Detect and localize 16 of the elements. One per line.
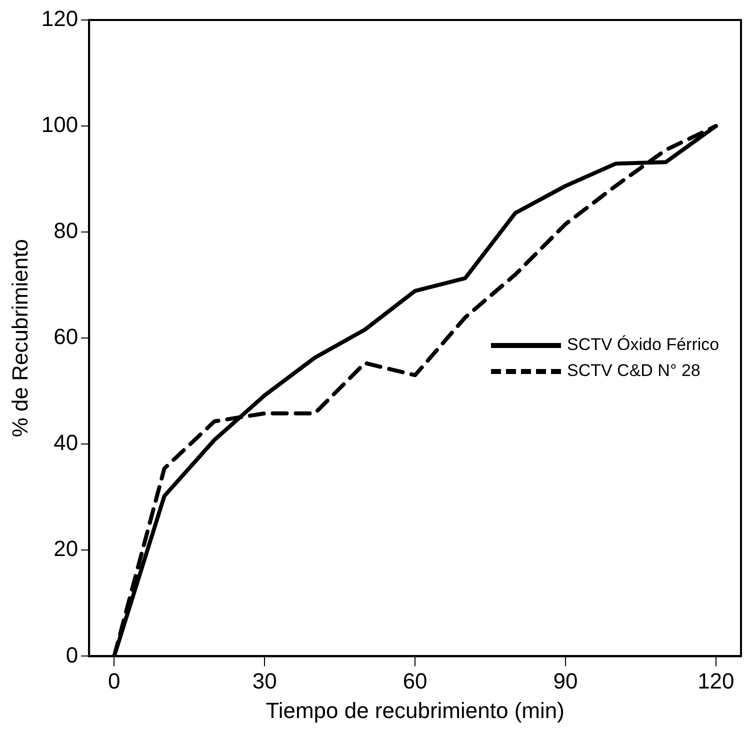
y-tick-label: 40 bbox=[54, 430, 78, 456]
y-tick-label: 20 bbox=[54, 536, 78, 562]
x-tick-label: 0 bbox=[108, 668, 120, 694]
y-axis-title: % de Recubrimiento bbox=[7, 239, 32, 438]
legend-label: SCTV C&D N° 28 bbox=[567, 361, 700, 382]
x-axis-title: Tiempo de recubrimiento (min) bbox=[266, 698, 564, 723]
y-tick-label: 120 bbox=[41, 6, 78, 32]
x-tick-label: 60 bbox=[402, 668, 428, 694]
x-tick-label: 120 bbox=[698, 668, 734, 694]
y-tick-label: 60 bbox=[54, 324, 78, 350]
y-tick-label: 80 bbox=[54, 218, 78, 244]
y-tick-label: 100 bbox=[41, 112, 78, 138]
y-tick-label: 0 bbox=[66, 642, 78, 668]
legend-label: SCTV Óxido Férrico bbox=[567, 335, 720, 356]
x-tick-label: 90 bbox=[553, 668, 578, 694]
x-tick-label: 30 bbox=[252, 668, 277, 694]
